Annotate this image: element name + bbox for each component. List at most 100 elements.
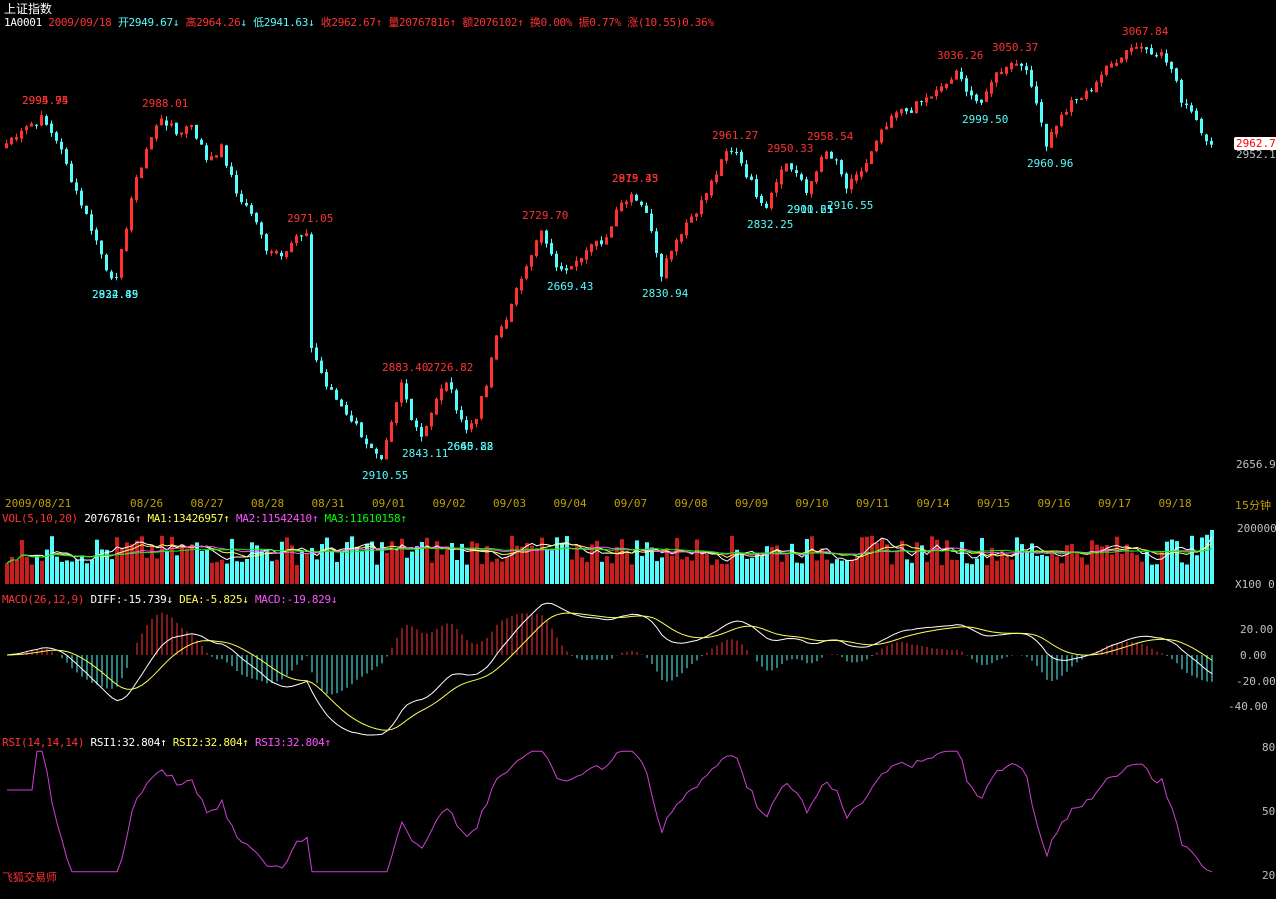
candle-body-down — [1075, 99, 1078, 101]
candle-body-down — [805, 179, 808, 193]
volume-bar — [1140, 561, 1144, 584]
rsi-name[interactable]: RSI(14,14,14) — [2, 736, 85, 749]
volume-bar — [610, 563, 614, 584]
volume-bar — [635, 540, 639, 584]
candle-body-up — [305, 233, 308, 237]
candle-body-down — [95, 229, 98, 241]
volume-bar — [65, 560, 69, 584]
candle-body-up — [500, 326, 503, 338]
candle-body-down — [455, 390, 458, 411]
macd-dea: DEA:-5.825↓ — [179, 593, 249, 606]
candle-body-up — [400, 382, 403, 403]
candle-body-up — [950, 79, 953, 84]
volume-bar — [655, 561, 659, 584]
candle-body-up — [945, 83, 948, 89]
volume-bar — [160, 535, 164, 584]
volume-bar — [985, 565, 989, 584]
volume-bar — [70, 561, 74, 584]
volume-bar — [1180, 562, 1184, 584]
candle-body-up — [525, 266, 528, 279]
volume-bar — [200, 550, 204, 584]
volume-bar — [310, 547, 314, 584]
candle-body-down — [355, 420, 358, 424]
candle-body-up — [220, 144, 223, 158]
volume-bar — [845, 559, 849, 584]
volume-bar — [1005, 557, 1009, 584]
volume-bar — [650, 547, 654, 584]
candle-body-up — [1110, 63, 1113, 68]
candle-body-down — [655, 231, 658, 254]
volume-bar — [745, 558, 749, 584]
volume-bar — [1040, 554, 1044, 584]
volume-bar — [790, 543, 794, 584]
volume-bar — [40, 560, 44, 584]
candle-body-down — [1090, 90, 1093, 92]
vol-header: VOL(5,10,20) 20767816↑ MA1:13426957↑ MA2… — [2, 512, 407, 525]
candle-body-up — [140, 167, 143, 179]
vol-axis-zero: 0 — [1268, 578, 1275, 591]
volume-bar — [145, 557, 149, 584]
candle-body-down — [260, 222, 263, 235]
candle-body-down — [225, 145, 228, 166]
rsi3-value: RSI3:32.804↑ — [254, 736, 331, 749]
volume-bar — [760, 556, 764, 584]
volume-bar — [575, 545, 579, 584]
volume-bar — [275, 559, 279, 584]
volume-bar — [615, 546, 619, 584]
volume-bar — [240, 561, 244, 584]
volume-bar — [50, 536, 54, 584]
candle-body-up — [1070, 100, 1073, 113]
candle-body-up — [585, 250, 588, 260]
volume-bar — [105, 549, 109, 584]
candle-body-up — [1015, 63, 1018, 66]
candle-body-down — [115, 276, 118, 278]
candle-body-up — [430, 412, 433, 427]
macd-name[interactable]: MACD(26,12,9) — [2, 593, 85, 606]
volume-bar — [220, 559, 224, 584]
date-axis-label: 09/10 — [795, 497, 829, 510]
volume-bar — [350, 536, 354, 584]
quote-line: 1A0001 2009/09/18 开2949.67↓ 高2964.26↓ 低2… — [4, 14, 714, 30]
volume-bar — [230, 538, 234, 584]
volume-bar — [315, 559, 319, 584]
candle-body-down — [380, 455, 383, 460]
candle-body-down — [565, 268, 568, 271]
volume-bar — [1100, 546, 1104, 584]
volume-bar — [415, 546, 419, 584]
candle-body-down — [1175, 68, 1178, 81]
rsi1-value: RSI1:32.804↑ — [90, 736, 167, 749]
candle-body-up — [445, 382, 448, 391]
candle-body-up — [775, 182, 778, 193]
volume-bar — [835, 559, 839, 584]
candle-body-up — [855, 174, 858, 181]
rsi-line — [7, 750, 1213, 873]
candle-body-up — [10, 137, 13, 145]
vol-name[interactable]: VOL(5,10,20) — [2, 512, 78, 525]
volume-bar — [930, 536, 934, 584]
volume-bar — [605, 556, 609, 584]
volume-bar — [565, 536, 569, 584]
period-label[interactable]: 15分钟 — [1235, 499, 1271, 512]
quote-date: 2009/09/18 — [48, 16, 112, 29]
volume-bar — [1015, 537, 1019, 584]
volume-bar — [1175, 541, 1179, 584]
candle-body-down — [80, 190, 83, 206]
volume-bar — [690, 560, 694, 584]
candle-body-down — [200, 139, 203, 145]
volume-bar — [780, 561, 784, 584]
volume-bar — [300, 550, 304, 584]
candle-body-down — [645, 205, 648, 213]
volume-bar — [465, 564, 469, 584]
volume-bar — [395, 548, 399, 584]
candle-body-up — [435, 398, 438, 415]
candle-body-up — [515, 288, 518, 305]
volume-bar — [120, 547, 124, 584]
volume-bar — [285, 537, 289, 584]
volume-bar — [1200, 537, 1204, 584]
volume-bar — [900, 540, 904, 584]
volume-bar — [730, 535, 734, 584]
macd-diff: DIFF:-15.739↓ — [90, 593, 174, 606]
candle-body-down — [240, 193, 243, 203]
volume-bar — [90, 559, 94, 584]
